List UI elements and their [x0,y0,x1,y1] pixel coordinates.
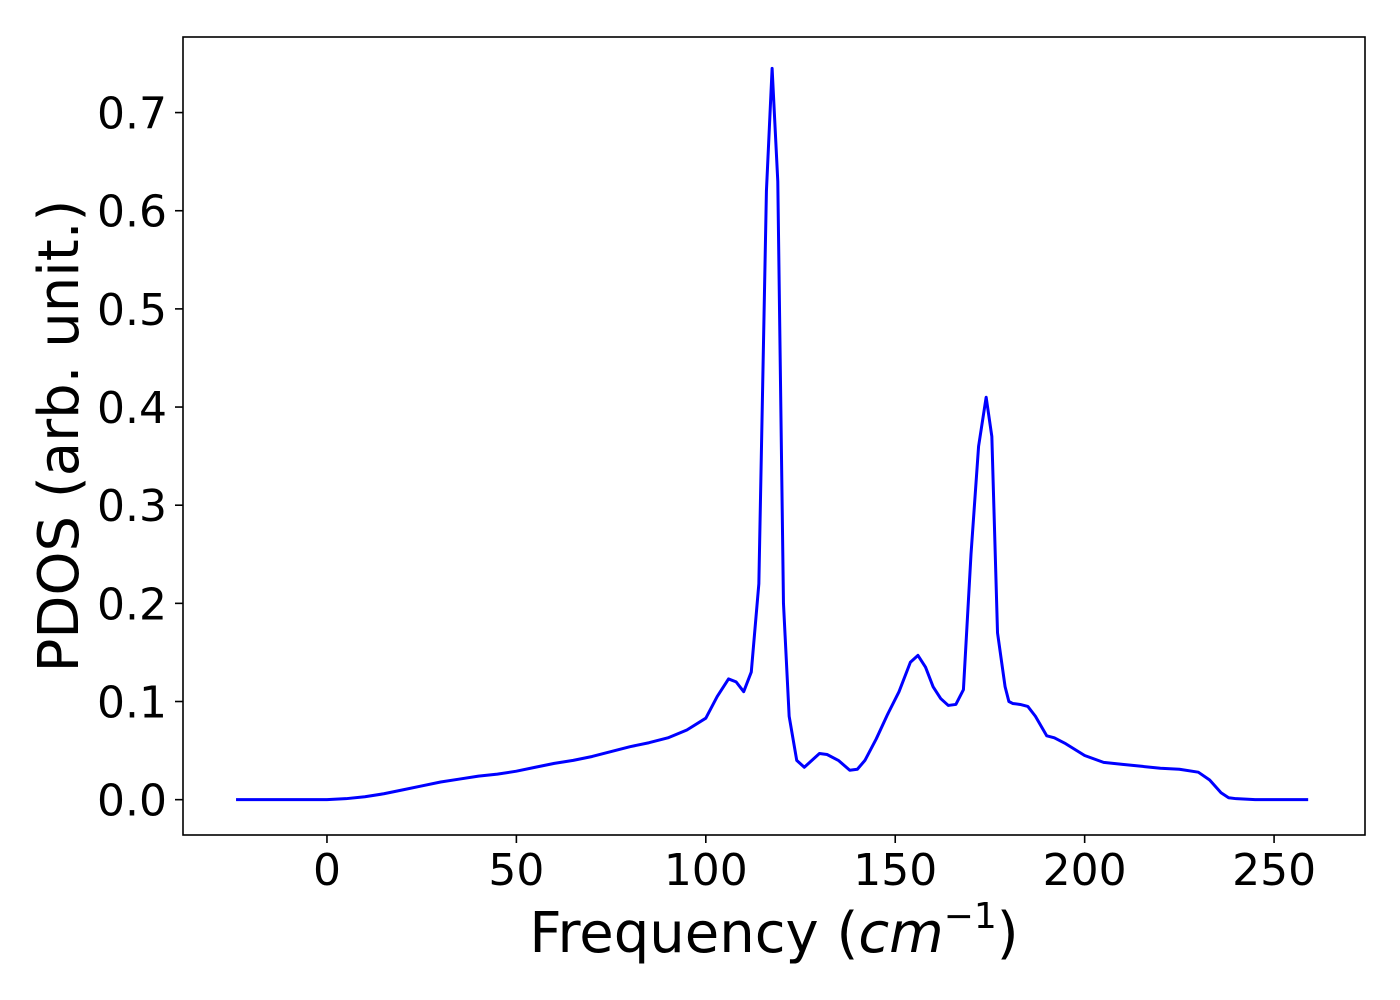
x-axis: 0 50 100 150 200 250 [313,835,1316,896]
x-tick-label: 50 [488,845,544,896]
plot-area [183,37,1365,835]
x-tick-label: 250 [1232,845,1316,896]
y-tick-label: 0.0 [97,776,167,827]
x-axis-label-unit: cm [858,901,943,966]
x-axis-label: Frequency (cm−1) [529,896,1018,966]
y-tick-label: 0.5 [97,285,167,336]
y-tick-label: 0.1 [97,678,167,729]
series-layer [236,66,1309,802]
x-axis-label-close: ) [997,901,1019,966]
x-tick-label: 200 [1043,845,1127,896]
y-tick-label: 0.2 [97,579,167,630]
plot-frame [182,36,1366,836]
plot-background [183,37,1365,835]
x-axis-label-text: Frequency ( [529,901,858,966]
y-tick-label: 0.4 [97,383,167,434]
series-line-0 [236,66,1309,802]
y-axis-label: PDOS (arb. unit.) [27,200,92,673]
y-tick-label: 0.7 [97,89,167,140]
y-tick-label: 0.3 [97,481,167,532]
x-tick-label: 0 [313,845,341,896]
x-tick-label: 100 [664,845,748,896]
x-axis-label-exponent: −1 [944,896,997,937]
y-tick-label: 0.6 [97,187,167,238]
y-axis: 0.0 0.1 0.2 0.3 0.4 0.5 0.6 0.7 [97,89,183,827]
x-tick-label: 150 [853,845,937,896]
